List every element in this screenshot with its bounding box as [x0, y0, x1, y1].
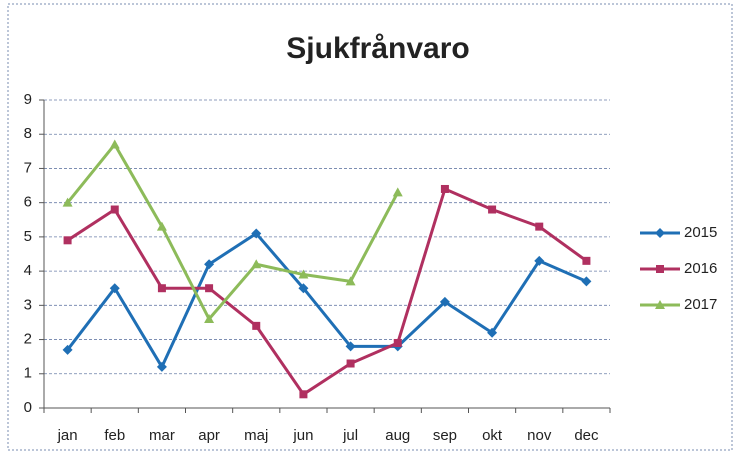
data-point — [581, 276, 592, 287]
data-point — [251, 259, 262, 269]
y-tick-label: 6 — [24, 194, 32, 211]
data-point — [157, 284, 166, 293]
x-tick-label: okt — [482, 427, 503, 444]
data-point — [109, 283, 120, 294]
y-tick-label: 4 — [24, 262, 32, 279]
legend-marker — [655, 228, 665, 238]
y-tick-label: 9 — [24, 91, 32, 108]
y-tick-label: 8 — [24, 125, 32, 142]
data-point — [439, 296, 450, 307]
data-point — [252, 321, 261, 330]
chart-border — [7, 3, 733, 451]
legend-label: 2015 — [684, 224, 717, 241]
data-point — [205, 284, 214, 293]
data-point — [392, 187, 403, 197]
legend-label: 2016 — [684, 260, 717, 277]
x-tick-label: feb — [104, 427, 125, 444]
data-point — [299, 390, 308, 399]
y-tick-label: 1 — [24, 365, 32, 382]
data-point — [393, 338, 402, 347]
series-line — [66, 142, 400, 321]
data-point — [345, 276, 356, 286]
data-point — [487, 327, 498, 338]
data-point — [110, 205, 119, 214]
y-tick-label: 2 — [24, 331, 32, 348]
data-point — [204, 259, 215, 270]
data-point — [534, 255, 545, 266]
y-tick-label: 3 — [24, 296, 32, 313]
x-tick-label: mar — [149, 427, 175, 444]
x-tick-label: jun — [292, 427, 313, 444]
x-tick-label: aug — [385, 427, 410, 444]
data-point — [345, 341, 356, 352]
x-tick-label: nov — [527, 427, 552, 444]
legend-marker — [655, 300, 665, 309]
x-tick-label: maj — [244, 427, 268, 444]
chart-title: Sjukfrånvaro — [286, 32, 469, 65]
data-point — [251, 228, 262, 239]
series-line — [66, 187, 588, 396]
data-point — [63, 236, 72, 245]
data-point — [204, 314, 215, 324]
data-point — [582, 256, 591, 265]
data-point — [488, 205, 497, 214]
x-tick-label: apr — [198, 427, 220, 444]
x-tick-label: jan — [57, 427, 78, 444]
x-tick-label: sep — [433, 427, 457, 444]
data-point — [109, 139, 120, 149]
x-tick-label: dec — [574, 427, 599, 444]
data-point — [298, 269, 309, 279]
legend-label: 2017 — [684, 296, 717, 313]
data-point — [440, 184, 449, 193]
data-point — [535, 222, 544, 231]
data-point — [346, 359, 355, 368]
series-line — [66, 231, 588, 369]
x-tick-label: jul — [342, 427, 358, 444]
y-tick-label: 0 — [24, 399, 32, 416]
data-point — [156, 361, 167, 372]
data-point — [62, 344, 73, 355]
data-point — [298, 283, 309, 294]
y-tick-label: 5 — [24, 228, 32, 245]
legend-marker — [656, 265, 664, 273]
data-point — [156, 221, 167, 231]
data-point — [62, 197, 73, 207]
y-tick-label: 7 — [24, 159, 32, 176]
